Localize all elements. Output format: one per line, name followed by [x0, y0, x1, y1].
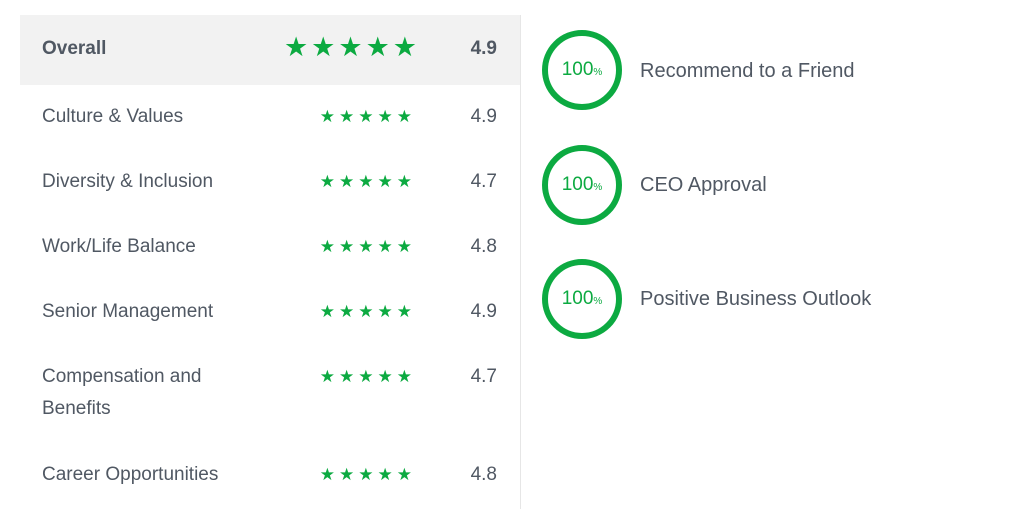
star-icons: ★★★★★	[319, 465, 416, 484]
rating-value: 4.7	[470, 366, 497, 387]
star-icons: ★★★★★	[319, 172, 416, 191]
rating-label: Overall	[42, 38, 107, 59]
star-icons: ★★★★★	[319, 107, 416, 126]
rating-value: 4.7	[470, 171, 497, 192]
rating-value: 4.9	[470, 38, 497, 59]
metric-label: Recommend to a Friend	[640, 60, 855, 82]
percent-ring: 100%	[542, 259, 622, 339]
percent-unit: %	[593, 182, 603, 193]
rating-label: Career Opportunities	[42, 464, 219, 485]
rating-label: Diversity & Inclusion	[42, 171, 214, 192]
percent-unit: %	[593, 296, 603, 307]
star-icons: ★★★★★	[283, 32, 420, 62]
rating-label: Work/Life Balance	[42, 236, 196, 257]
rating-value: 4.8	[470, 236, 497, 257]
rating-label: Senior Management	[42, 301, 214, 322]
star-icons: ★★★★★	[319, 367, 416, 386]
rating-row-overall: Overall ★★★★★ 4.9	[20, 15, 520, 85]
percent-value: 100	[561, 59, 594, 80]
rating-value: 4.9	[470, 301, 497, 322]
percent-ring: 100%	[542, 145, 622, 225]
percent-ring: 100%	[542, 30, 622, 110]
percent-value: 100	[561, 174, 594, 195]
ratings-panel: Overall ★★★★★ 4.9 Culture & Values ★★★★★…	[20, 15, 521, 509]
rating-label: Culture & Values	[42, 106, 184, 127]
rating-value: 4.8	[470, 464, 497, 485]
percent-value: 100	[561, 288, 594, 309]
metric-label: Positive Business Outlook	[640, 288, 872, 310]
rating-value: 4.9	[470, 106, 497, 127]
rating-label: Compensation and Benefits	[42, 366, 202, 419]
star-icons: ★★★★★	[319, 302, 416, 321]
star-icons: ★★★★★	[319, 237, 416, 256]
percent-unit: %	[593, 67, 603, 78]
metric-label: CEO Approval	[640, 174, 767, 196]
